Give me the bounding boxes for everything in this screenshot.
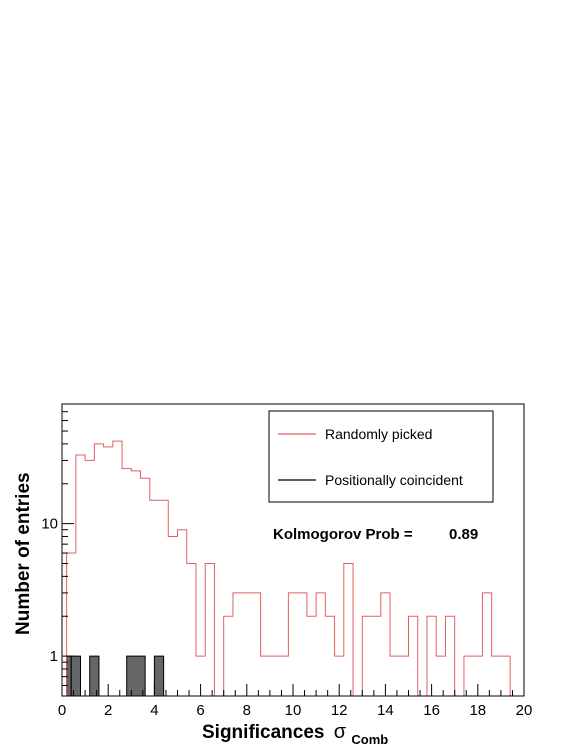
x-tick-label-9: 18	[469, 702, 486, 719]
x-tick-label-4: 8	[243, 702, 251, 719]
x-axis-title: Significances σ Comb	[202, 721, 388, 747]
x-axis-title-subscript: Comb	[351, 732, 388, 747]
coincident-bar-2	[89, 655, 100, 697]
x-tick-label-7: 14	[377, 702, 394, 719]
x-tick-label-0: 0	[58, 702, 66, 719]
x-tick-label-3: 6	[196, 702, 204, 719]
kolmogorov-value: 0.89	[449, 526, 478, 543]
x-tick-label-5: 10	[285, 702, 302, 719]
y-tick-label-1: 10	[41, 516, 58, 533]
axis-ticks: 0 2 4 6 8 10 12 14 16 18 20 1 10	[41, 403, 533, 719]
coincident-bar-1	[70, 655, 81, 697]
x-axis-title-text: Significances	[202, 722, 325, 743]
x-axis-title-symbol: σ	[334, 721, 347, 743]
coincident-bars	[66, 655, 165, 697]
legend-label-coincident: Positionally coincident	[325, 472, 463, 488]
kolmogorov-label: Kolmogorov Prob =	[273, 526, 413, 543]
legend: Randomly picked Positionally coincident	[268, 410, 494, 503]
x-tick-label-10: 20	[516, 702, 533, 719]
coincident-bar-4	[153, 655, 165, 697]
x-tick-label-1: 2	[104, 702, 112, 719]
legend-label-random: Randomly picked	[325, 426, 432, 442]
y-axis-title: Number of entries	[13, 472, 34, 635]
x-tick-label-8: 16	[423, 702, 440, 719]
x-tick-label-2: 4	[150, 702, 158, 719]
legend-box	[268, 410, 494, 503]
random-step-line	[66, 440, 520, 697]
x-tick-label-6: 12	[331, 702, 348, 719]
random-steps	[66, 440, 520, 697]
y-tick-label-0: 1	[50, 648, 58, 665]
